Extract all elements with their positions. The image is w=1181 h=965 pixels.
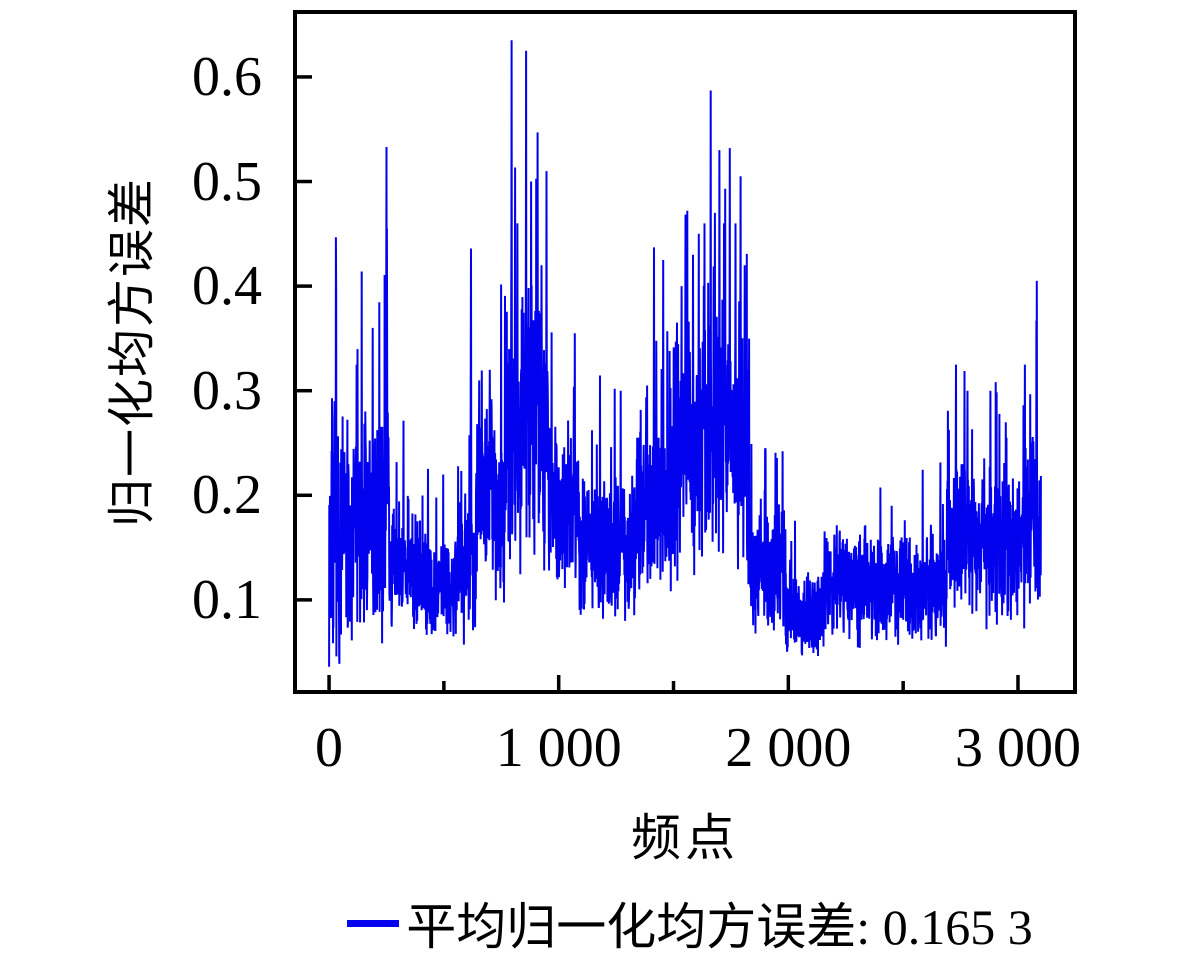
plot-area xyxy=(293,10,1077,694)
y-tick-label: 0.5 xyxy=(192,150,262,213)
y-tick-label: 0.3 xyxy=(192,359,262,422)
x-axis-label: 频点 xyxy=(631,810,739,866)
legend-label: 平均归一化均方误差: 0.165 3 xyxy=(406,899,1033,955)
legend-line-sample xyxy=(347,919,400,927)
y-tick-label: 0.6 xyxy=(192,45,262,108)
data-line xyxy=(328,40,1042,667)
x-tick-label: 1 000 xyxy=(495,717,622,779)
x-tick-label: 2 000 xyxy=(725,717,852,779)
x-tick-label: 0 xyxy=(315,717,344,779)
legend: 平均归一化均方误差: 0.165 3 xyxy=(240,888,1140,958)
y-tick-label: 0.4 xyxy=(192,255,262,318)
y-tick-label: 0.1 xyxy=(192,568,262,631)
x-tick-label: 3 000 xyxy=(954,717,1081,779)
y-tick-label: 0.2 xyxy=(192,464,262,527)
plot-border xyxy=(293,10,1077,694)
